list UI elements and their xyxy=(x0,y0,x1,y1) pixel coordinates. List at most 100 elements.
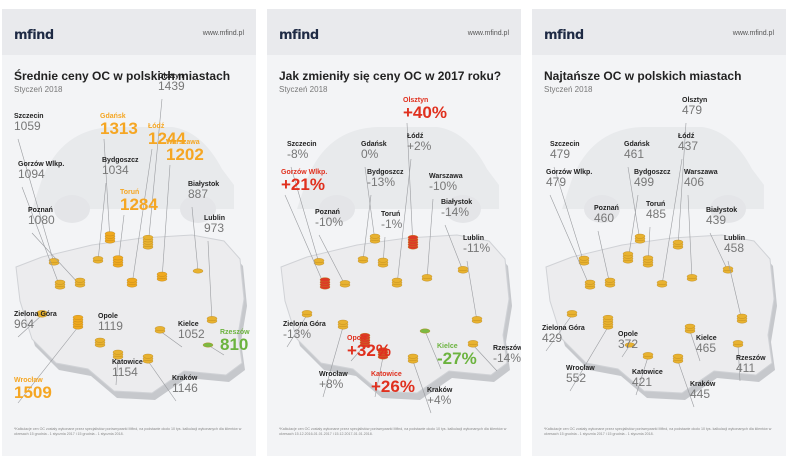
city-value: 964 xyxy=(14,317,35,331)
city-value: 429 xyxy=(542,331,563,345)
city-label: Łódź 1244 xyxy=(148,123,186,147)
city-marker xyxy=(350,332,371,362)
city-label: Katowice 1154 xyxy=(112,359,143,378)
city-value: 1052 xyxy=(178,327,205,341)
city-marker xyxy=(597,230,616,288)
city-label: Wrocław 1509 xyxy=(14,377,52,401)
city-label: Kraków 445 xyxy=(690,381,715,400)
site-url: www.mfind.pl xyxy=(467,30,509,37)
panel-price-change: mfind www.mfind.pl Jak zmieniły się ceny… xyxy=(267,9,521,456)
city-label: Kielce 1052 xyxy=(178,321,205,340)
city-marker xyxy=(672,353,695,408)
city-name: Łódź xyxy=(678,133,695,140)
city-value: 1080 xyxy=(28,213,55,227)
city-value: -1% xyxy=(381,217,403,231)
city-value: -14% xyxy=(493,351,521,365)
city-name: Zielona Góra xyxy=(14,311,57,318)
city-label: Olsztyn +40% xyxy=(403,97,447,121)
city-label: Toruń -1% xyxy=(381,211,402,230)
panel-title: Najtańsze OC w polskich miastach xyxy=(544,69,742,83)
city-label: Poznań 1080 xyxy=(28,207,55,226)
city-value: 1154 xyxy=(112,365,138,379)
city-label: Rzeszów -14% xyxy=(493,345,521,364)
city-label: Poznań 460 xyxy=(594,205,619,224)
city-label: Zielona Góra -13% xyxy=(283,321,326,340)
city-label: Białystok 439 xyxy=(706,207,737,226)
site-url: www.mfind.pl xyxy=(202,30,244,37)
panel-header: mfind www.mfind.pl xyxy=(267,9,521,55)
city-value: 1284 xyxy=(120,195,158,214)
panel-title: Średnie ceny OC w polskich miastach xyxy=(14,69,231,83)
city-name: Szczecin xyxy=(550,141,580,148)
map-shape xyxy=(280,234,510,394)
city-value: -10% xyxy=(429,179,458,193)
city-name: Katowice xyxy=(371,371,402,378)
city-marker xyxy=(374,347,389,398)
city-value: 461 xyxy=(624,147,645,161)
city-value: 1313 xyxy=(100,119,138,138)
city-name: Lublin xyxy=(463,235,484,242)
city-value: +2% xyxy=(407,139,432,153)
site-url: www.mfind.pl xyxy=(732,30,774,37)
city-name: Opole xyxy=(618,331,638,338)
city-label: Gorzów Wlkp. +21% xyxy=(281,169,327,193)
city-label: Szczecin 479 xyxy=(550,141,580,160)
city-value: 406 xyxy=(684,175,705,189)
city-marker xyxy=(284,194,331,290)
city-name: Wrocław xyxy=(319,371,348,378)
city-marker xyxy=(686,194,698,282)
city-value: -27% xyxy=(437,349,477,368)
city-value: 485 xyxy=(646,207,667,221)
city-label: Lublin 973 xyxy=(204,215,225,234)
city-marker xyxy=(444,224,469,274)
city-label: Zielona Góra 964 xyxy=(14,311,57,330)
city-marker xyxy=(126,148,153,288)
city-name: Łódź xyxy=(407,133,424,140)
city-label: Zielona Góra 429 xyxy=(542,325,585,344)
city-name: Kielce xyxy=(696,335,717,342)
city-label: Kielce 465 xyxy=(696,335,717,354)
city-name: Gorzów Wlkp. xyxy=(281,169,328,176)
city-marker xyxy=(154,326,183,348)
city-value: 1244 xyxy=(148,129,186,148)
city-marker xyxy=(322,319,349,398)
city-label: Łódź 437 xyxy=(678,133,698,152)
city-marker xyxy=(103,138,116,244)
city-value: +21% xyxy=(281,175,325,194)
city-label: Opole 372 xyxy=(618,331,638,350)
car-background xyxy=(562,127,764,223)
city-name: Gorzów Wlkp. xyxy=(18,161,65,168)
city-value: 1202 xyxy=(166,145,204,164)
city-name: Toruń xyxy=(120,189,140,196)
city-label: Toruń 485 xyxy=(646,201,666,220)
city-value: 421 xyxy=(632,375,653,389)
city-name: Bydgoszcz xyxy=(367,169,404,176)
city-name: Białystok xyxy=(706,207,738,214)
city-value: +4% xyxy=(427,393,452,407)
car-background xyxy=(32,127,234,223)
city-name: Warszawa xyxy=(684,169,718,176)
city-marker xyxy=(202,342,225,356)
city-label: Toruń 1284 xyxy=(120,189,158,213)
city-marker xyxy=(191,206,204,274)
city-name: Warszawa xyxy=(166,139,200,146)
city-name: Olsztyn xyxy=(682,97,708,104)
city-label: Szczecin -8% xyxy=(287,141,317,160)
city-name: Kraków xyxy=(690,381,716,388)
city-marker xyxy=(553,166,590,266)
city-label: Bydgoszcz 499 xyxy=(634,169,671,188)
city-label: Szczecin 1059 xyxy=(14,113,44,132)
city-label: Gdańsk 0% xyxy=(361,141,387,160)
panel-title: Jak zmieniły się ceny OC w 2017 roku? xyxy=(279,69,502,83)
city-label: Lublin 458 xyxy=(724,235,745,254)
city-value: 458 xyxy=(724,241,745,255)
city-name: Rzeszów xyxy=(736,355,766,362)
city-name: Kielce xyxy=(178,321,199,328)
city-name: Zielona Góra xyxy=(542,325,585,332)
city-label: Olsztyn 479 xyxy=(682,97,707,116)
city-marker xyxy=(112,214,125,268)
city-name: Lublin xyxy=(204,215,225,222)
city-name: Kraków xyxy=(427,387,453,394)
city-label: Wrocław +8% xyxy=(319,371,348,390)
city-value: 460 xyxy=(594,211,615,225)
